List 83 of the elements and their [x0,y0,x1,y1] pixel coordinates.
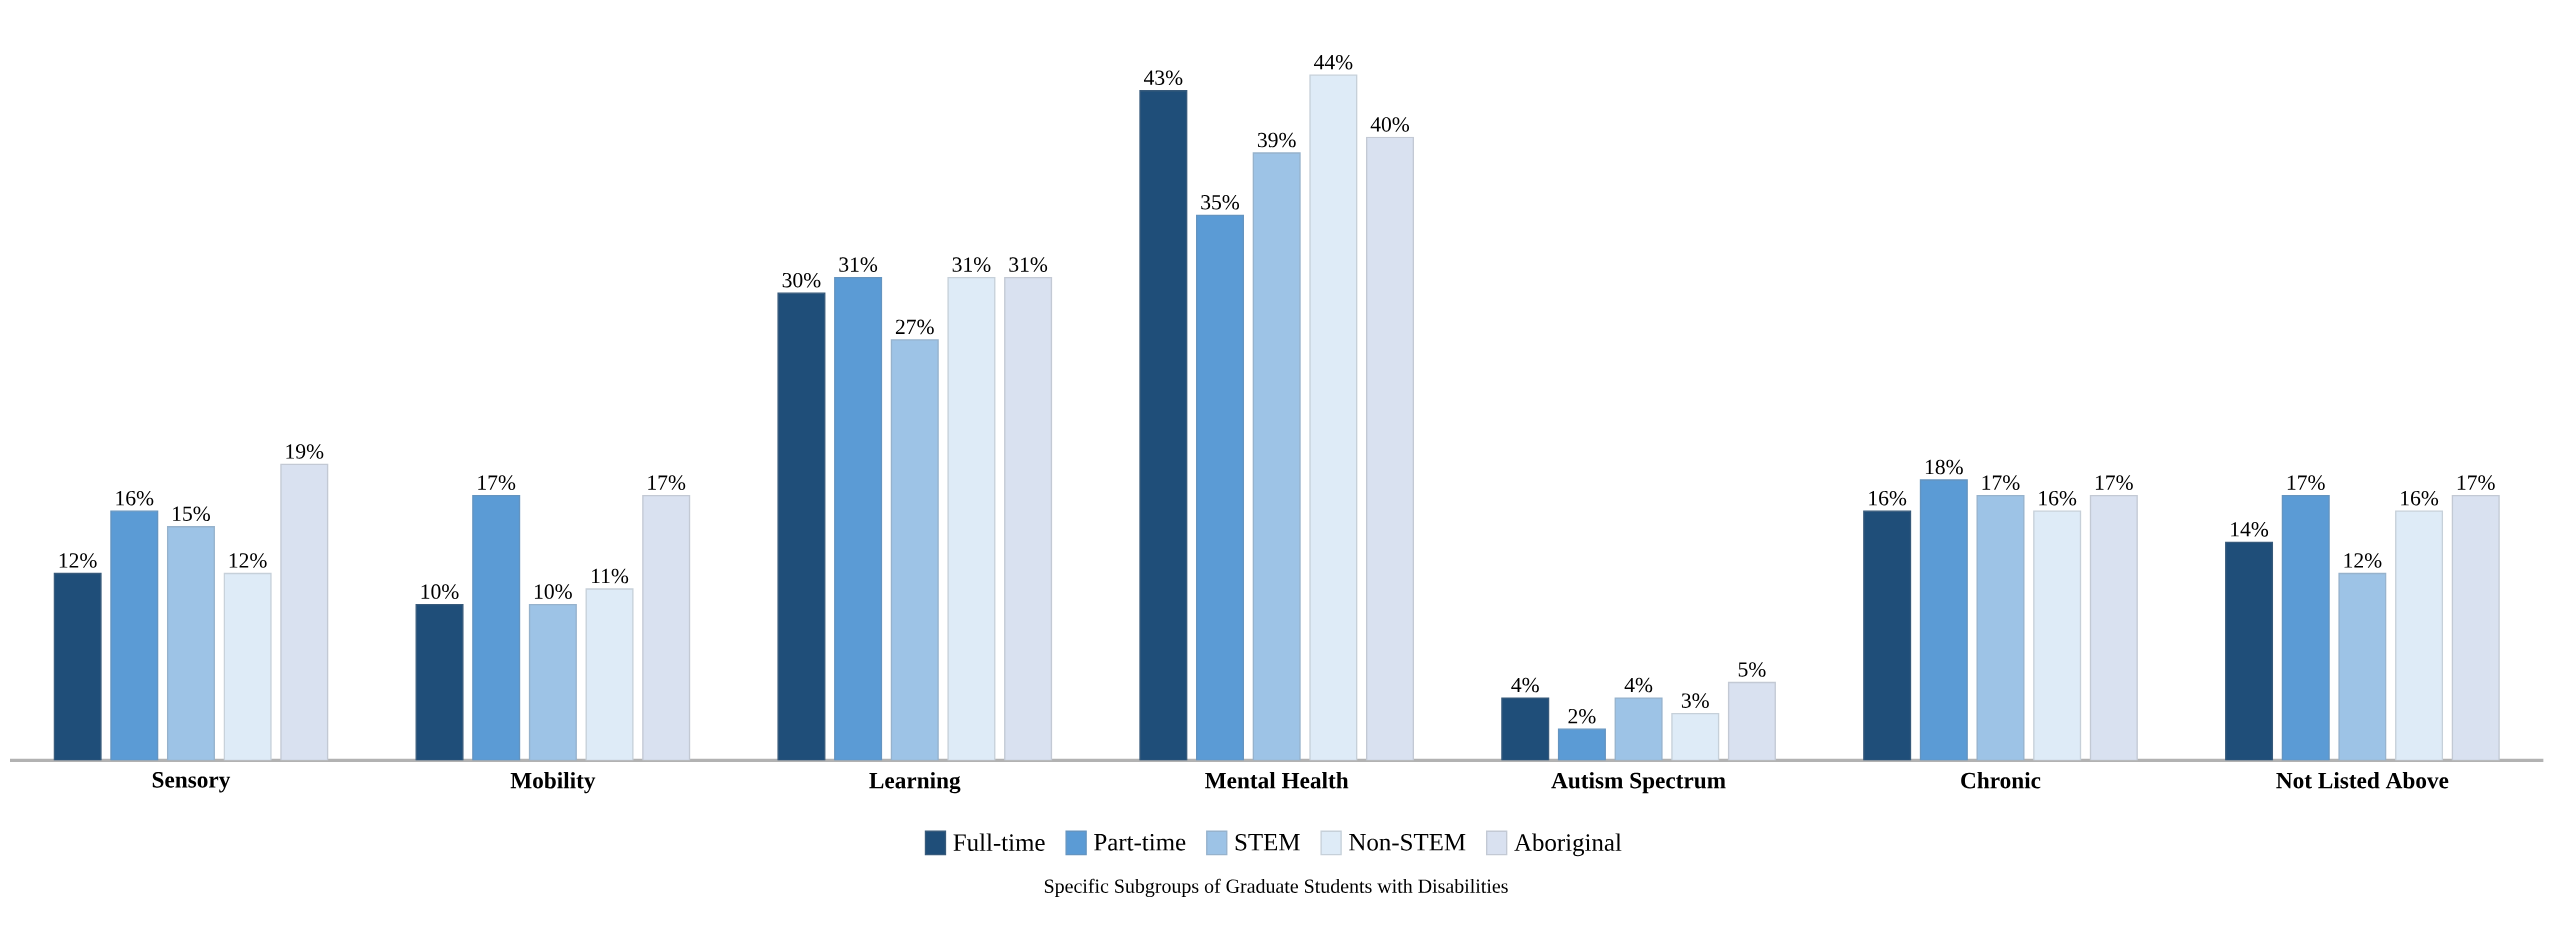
x-tick-label: Mobility [510,772,596,794]
data-label: 10% [534,584,572,599]
bar [2225,541,2274,761]
data-label: 4% [1511,677,1539,693]
legend-label: Non-STEM [1349,833,1466,851]
bar [947,276,996,761]
bar [890,339,939,761]
data-label: 40% [1370,117,1410,132]
bar [280,463,329,761]
data-label: 17% [478,475,516,490]
bar [2395,510,2444,761]
data-label: 18% [1925,459,1963,475]
bar [166,526,215,761]
bar [1501,697,1550,761]
data-label: 16% [116,490,154,506]
bar [1004,276,1053,761]
x-tick-label: Learning [869,772,961,794]
data-label: 3% [1681,693,1709,708]
data-label: 39% [1257,132,1296,148]
legend-label: Part-time [1094,833,1186,851]
data-label: 17% [2095,475,2133,490]
legend-label: Full-time [953,833,1045,852]
bar [777,292,826,761]
data-label: 11% [592,568,629,584]
data-label: 5% [1738,662,1766,677]
bar [1366,136,1415,761]
bar [1727,681,1776,761]
legend-label: Aboriginal [1514,833,1622,857]
data-label: 31% [1009,257,1048,272]
data-label: 12% [229,553,267,568]
bar [642,494,691,761]
bar [1196,214,1245,761]
data-label: 31% [952,257,991,272]
data-label: 16% [1869,490,1907,506]
bar [415,603,464,761]
data-label: 27% [895,319,934,335]
data-label: 35% [1201,195,1240,210]
data-label: 15% [173,506,210,522]
bar [1976,494,2025,761]
bar [1252,152,1301,761]
data-label: 43% [1143,70,1183,86]
bar [2089,494,2138,761]
data-label: 4% [1624,677,1653,693]
data-label: 12% [59,553,97,568]
bar [585,588,634,761]
bar [1863,510,1912,761]
x-tick-label: Autism Spectrum [1551,772,1726,794]
bar [528,603,577,761]
bar [1919,479,1968,761]
bar [472,494,521,761]
bar [1671,712,1720,761]
text: Specific Subgroups of Graduate Students with Disabilities [1044,878,1508,898]
x-tick-label: Sensory [152,772,231,793]
bar [834,276,883,761]
data-label: 16% [2039,490,2077,506]
bar [1309,74,1358,761]
bar [223,572,272,761]
bar [110,510,159,761]
data-label: 30% [782,272,821,288]
data-label: 2% [1568,708,1596,724]
bar [2033,510,2082,761]
bar [2338,572,2387,761]
data-label: 19% [286,444,324,459]
data-label: 17% [1982,475,2020,490]
x-tick-label: Mental Health [1205,772,1349,789]
data-label: 17% [648,475,686,490]
bar [53,572,102,761]
data-label: 10% [421,584,459,599]
data-label: 17% [2457,475,2495,490]
bar [2281,494,2330,761]
data-label: 12% [2344,553,2382,568]
x-tick-label: Chronic [1961,772,2041,789]
legend-label: STEM [1235,833,1300,851]
bar [1557,728,1606,761]
data-label: 16% [2401,490,2439,506]
data-label: 14% [2231,522,2269,537]
x-tick-label: Not Listed Above [2276,772,2449,789]
data-label: 44% [1313,54,1353,70]
data-label: 31% [839,257,878,272]
bar [1139,90,1188,761]
bar [2451,494,2500,761]
bar [1614,697,1663,761]
data-label: 17% [2287,475,2325,490]
